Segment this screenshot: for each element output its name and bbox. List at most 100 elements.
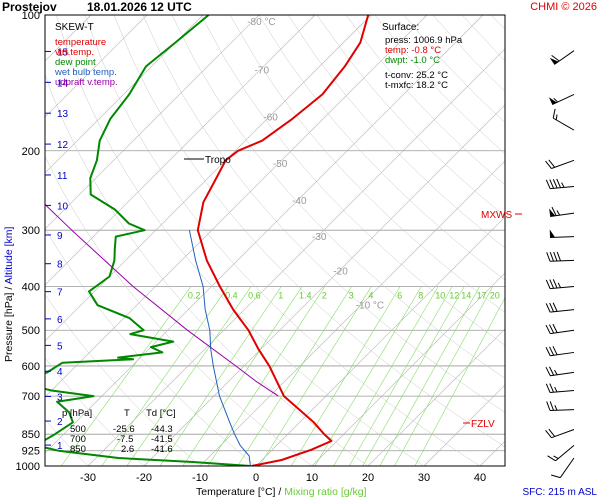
wind-barb-feather [549, 366, 555, 376]
dry-adiabat [229, 15, 505, 313]
isotherm-label: -20 [333, 267, 348, 278]
legend-item-updraft: udpraft v.temp. [55, 77, 118, 88]
isotherm-line [199, 160, 505, 466]
x-axis-label: Temperature [°C] / Mixing ratio [g/kg] [196, 486, 367, 498]
wind-barb-feather [549, 324, 555, 334]
isotherm-line [45, 15, 204, 174]
altitude-tick-label: 8 [57, 260, 63, 271]
altitude-tick-label: 10 [57, 201, 69, 212]
wind-barb-pennant [549, 208, 556, 217]
wind-barb-half-feather [554, 386, 558, 393]
station-name: Prostejov [2, 0, 57, 14]
y-axis-label: Pressure [hPa] / Altitude [km] [3, 227, 15, 362]
mixing-ratio-label: 3 [349, 291, 354, 301]
dry-adiabat [45, 73, 369, 466]
mxws-label: MXWS [481, 210, 512, 221]
isotherm-label: -80 °C [247, 17, 275, 28]
mixing-ratio-line [291, 286, 401, 466]
wind-barb-feather [549, 383, 555, 393]
wind-barb-feather [545, 179, 551, 189]
wind-barb-feather [549, 346, 555, 356]
sfc-altitude: SFC: 215 m ASL [523, 487, 598, 498]
temperature-tick-label: -20 [136, 472, 152, 484]
wind-barb-feather [552, 302, 558, 312]
dry-adiabat [84, 15, 481, 466]
dry-adiabat [45, 418, 89, 466]
pressure-tick-label: 850 [22, 429, 40, 441]
mixing-ratio-line [379, 286, 480, 466]
dry-adiabat [200, 15, 505, 346]
header-datetime: 18.01.2026 12 UTC [87, 0, 192, 14]
wind-barb-staff [550, 389, 575, 394]
wind-barb-staff [555, 444, 575, 462]
altitude-tick-label: 6 [57, 315, 63, 326]
wind-barb-feather [545, 366, 551, 376]
wind-barb-staff [549, 259, 575, 262]
wind-barb-half-feather [561, 182, 565, 188]
wind-barb [545, 428, 575, 439]
wind-barb [545, 383, 575, 394]
dry-adiabat [258, 15, 505, 281]
wind-barb-staff [550, 329, 575, 335]
altitude-tick-label: 13 [57, 109, 69, 120]
dry-adiabat [142, 15, 505, 413]
level-table: p [hPa] T Td [°C] 500 -25.6 -44.3 700 -7… [62, 408, 176, 455]
wind-barb-feather [545, 383, 551, 393]
tropopause-marker: Tropo [184, 155, 231, 166]
legend-item-virt-temp: virt.temp. [55, 47, 94, 58]
series-line-temperature [196, 15, 370, 466]
table-cell: 500 [70, 424, 86, 435]
fzlv-label: FZLV [471, 419, 495, 430]
isotherm-label: -10 °C [356, 300, 384, 311]
wind-barb-feather [556, 178, 562, 188]
isotherm-label: -60 [263, 113, 278, 124]
pressure-tick-label: 1000 [16, 461, 40, 473]
isotherm-line [45, 15, 316, 286]
isotherm-line [45, 15, 260, 230]
wind-barb-feather [546, 252, 551, 262]
wind-barb [550, 457, 575, 479]
wind-barb-staff [550, 185, 575, 190]
series-line-wet-bulb-temp [188, 230, 251, 466]
wind-barb-feather [551, 54, 560, 62]
mixing-ratio-label: 12 [449, 291, 459, 301]
wind-barb-feather [553, 251, 558, 262]
altitude-tick-label: 12 [57, 140, 69, 151]
wind-barb-feather [545, 429, 552, 439]
wind-barb-feather [548, 428, 556, 437]
wind-barb-staff [554, 50, 575, 65]
wind-barb [549, 206, 575, 217]
dry-adiabat [316, 15, 505, 217]
wind-barb [548, 93, 575, 106]
mixing-ratio-line [394, 286, 494, 466]
table-cell: -44.3 [151, 424, 173, 435]
mxws-marker: MXWS [481, 210, 522, 221]
temperature-tick-label: 0 [253, 472, 259, 484]
isotherm-line [311, 272, 505, 466]
mixing-ratio-label: 6 [397, 291, 402, 301]
wind-barb-pennant [549, 229, 556, 238]
wind-barb-staff [559, 457, 575, 478]
altitude-tick-label: 9 [57, 231, 63, 242]
isotherm-line [45, 15, 372, 342]
mixing-ratio-line [414, 297, 505, 466]
table-header-t: T [124, 408, 130, 419]
wind-barb [545, 159, 575, 169]
wind-barb [545, 346, 575, 357]
wind-barb-feather [545, 347, 551, 356]
pressure-tick-label: 400 [22, 282, 40, 294]
mixing-ratio-label: 20 [490, 291, 500, 301]
wind-barb [547, 444, 575, 462]
altitude-tick-label: 3 [57, 392, 63, 403]
mixing-ratio-line [207, 286, 325, 466]
isotherm-line [45, 15, 484, 454]
isotherm-line [423, 384, 505, 466]
altitude-tick-label: 5 [57, 341, 63, 352]
wind-barb-half-feather [554, 405, 558, 411]
mixing-ratio-label: 17 [477, 291, 487, 301]
wind-barb-feather [552, 323, 558, 333]
wind-barb-pennant [548, 97, 557, 105]
pressure-tick-label: 300 [22, 225, 40, 237]
